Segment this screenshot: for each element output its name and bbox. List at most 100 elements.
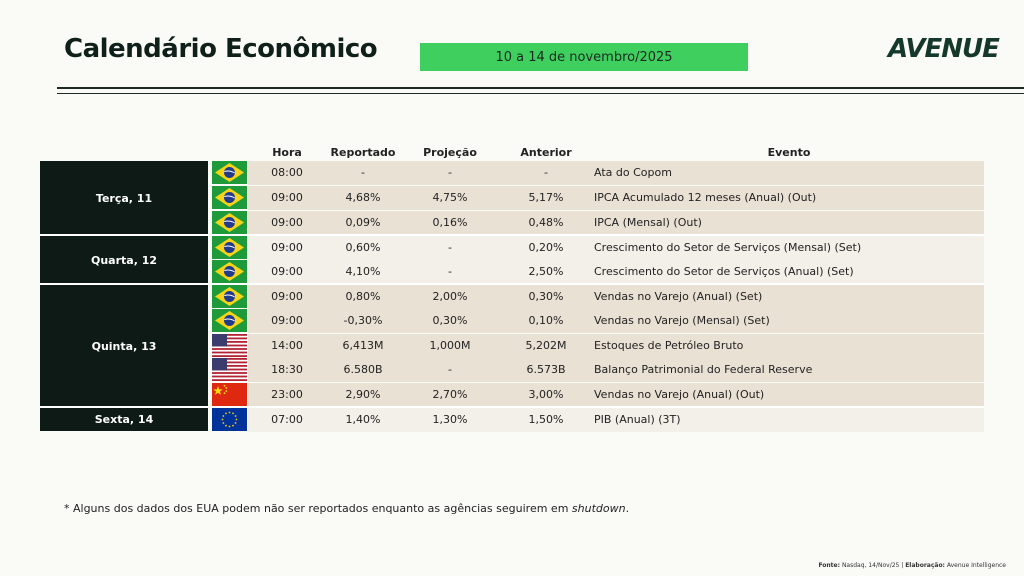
source-label: Fonte: bbox=[818, 562, 841, 569]
cell-evento: Estoques de Petróleo Bruto bbox=[594, 339, 744, 352]
group-separator bbox=[40, 234, 984, 236]
cell-anterior: 3,00% bbox=[528, 388, 564, 401]
date-range-badge: 10 a 14 de novembro/2025 bbox=[420, 43, 748, 71]
table-row: 07:00 1,40% 1,30% 1,50% PIB (Anual) (3T) bbox=[248, 408, 984, 432]
cell-reportado: 0,60% bbox=[345, 241, 381, 254]
cell-reportado: 0,09% bbox=[345, 216, 381, 229]
table-row: 09:00 4,10% - 2,50% Crescimento do Setor… bbox=[248, 260, 984, 284]
cell-projecao: 4,75% bbox=[432, 191, 468, 204]
day-label-terca: Terça, 11 bbox=[40, 161, 208, 235]
cell-projecao: - bbox=[448, 363, 452, 376]
eu-flag-icon bbox=[212, 408, 247, 431]
cell-hora: 08:00 bbox=[271, 166, 303, 179]
cell-hora: 09:00 bbox=[271, 191, 303, 204]
cell-anterior: - bbox=[544, 166, 548, 179]
cell-evento: Crescimento do Setor de Serviços (Anual)… bbox=[594, 265, 854, 278]
header-divider bbox=[57, 87, 1024, 89]
cell-projecao: 1,000M bbox=[429, 339, 471, 352]
table-row: 08:00 - - - Ata do Copom bbox=[248, 161, 984, 185]
cell-evento: PIB (Anual) (3T) bbox=[594, 413, 681, 426]
day-label-quinta: Quinta, 13 bbox=[40, 285, 208, 407]
elaboration-label: Elaboração: bbox=[905, 562, 945, 569]
cell-reportado: 6.580B bbox=[343, 363, 383, 376]
cell-evento: Balanço Patrimonial do Federal Reserve bbox=[594, 363, 813, 376]
brazil-flag-icon bbox=[212, 161, 247, 184]
table-row: 18:30 6.580B - 6.573B Balanço Patrimonia… bbox=[248, 358, 984, 382]
footnote: * Alguns dos dados dos EUA podem não ser… bbox=[64, 502, 629, 515]
cell-reportado: 4,10% bbox=[345, 265, 381, 278]
footnote-text: * Alguns dos dados dos EUA podem não ser… bbox=[64, 502, 572, 515]
cell-hora: 23:00 bbox=[271, 388, 303, 401]
table-row: 09:00 0,60% - 0,20% Crescimento do Setor… bbox=[248, 236, 984, 260]
cell-evento: IPCA Acumulado 12 meses (Anual) (Out) bbox=[594, 191, 817, 204]
group-separator bbox=[40, 406, 984, 408]
cell-reportado: -0,30% bbox=[343, 314, 383, 327]
cell-hora: 18:30 bbox=[271, 363, 303, 376]
cell-reportado: 2,90% bbox=[345, 388, 381, 401]
cell-projecao: 0,30% bbox=[432, 314, 468, 327]
column-header-reportado: Reportado bbox=[330, 146, 396, 159]
elaboration-text: Avenue Intelligence bbox=[944, 562, 1006, 569]
cell-anterior: 6.573B bbox=[526, 363, 566, 376]
cell-evento: Vendas no Varejo (Mensal) (Set) bbox=[594, 314, 770, 327]
table-row: 23:00 2,90% 2,70% 3,00% Vendas no Varejo… bbox=[248, 383, 984, 407]
table-row: 14:00 6,413M 1,000M 5,202M Estoques de P… bbox=[248, 334, 984, 358]
china-flag-icon bbox=[212, 383, 247, 406]
brazil-flag-icon bbox=[212, 309, 247, 332]
source-credit: Fonte: Nasdaq, 14/Nov/25 | Elaboração: A… bbox=[818, 562, 1006, 569]
column-header-hora: Hora bbox=[272, 146, 302, 159]
usa-flag-icon bbox=[212, 358, 247, 381]
cell-hora: 07:00 bbox=[271, 413, 303, 426]
header-divider-thin bbox=[57, 93, 1024, 94]
brazil-flag-icon bbox=[212, 186, 247, 209]
cell-evento: IPCA (Mensal) (Out) bbox=[594, 216, 702, 229]
cell-anterior: 0,30% bbox=[528, 290, 564, 303]
cell-anterior: 0,10% bbox=[528, 314, 564, 327]
cell-evento: Crescimento do Setor de Serviços (Mensal… bbox=[594, 241, 862, 254]
day-label-quarta: Quarta, 12 bbox=[40, 236, 208, 284]
cell-anterior: 5,17% bbox=[528, 191, 564, 204]
column-header-anterior: Anterior bbox=[520, 146, 572, 159]
cell-hora: 09:00 bbox=[271, 265, 303, 278]
cell-reportado: 6,413M bbox=[342, 339, 384, 352]
cell-evento: Ata do Copom bbox=[594, 166, 672, 179]
cell-hora: 09:00 bbox=[271, 216, 303, 229]
cell-hora: 09:00 bbox=[271, 314, 303, 327]
footnote-emphasis: shutdown bbox=[571, 502, 626, 515]
avenue-logo: AVENUE bbox=[888, 34, 1000, 64]
brazil-flag-icon bbox=[212, 260, 247, 283]
cell-projecao: - bbox=[448, 166, 452, 179]
cell-projecao: 2,70% bbox=[432, 388, 468, 401]
cell-evento: Vendas no Varejo (Anual) (Out) bbox=[594, 388, 765, 401]
cell-reportado: 1,40% bbox=[345, 413, 381, 426]
cell-evento: Vendas no Varejo (Anual) (Set) bbox=[594, 290, 763, 303]
day-label-sexta: Sexta, 14 bbox=[40, 408, 208, 431]
cell-projecao: 2,00% bbox=[432, 290, 468, 303]
table-row: 09:00 4,68% 4,75% 5,17% IPCA Acumulado 1… bbox=[248, 186, 984, 210]
page-title: Calendário Econômico bbox=[64, 34, 378, 64]
column-header-evento: Evento bbox=[767, 146, 811, 159]
cell-anterior: 0,48% bbox=[528, 216, 564, 229]
usa-flag-icon bbox=[212, 334, 247, 357]
cell-anterior: 5,202M bbox=[525, 339, 567, 352]
brazil-flag-icon bbox=[212, 211, 247, 234]
cell-projecao: - bbox=[448, 265, 452, 278]
column-header-projecao: Projeção bbox=[423, 146, 477, 159]
cell-projecao: - bbox=[448, 241, 452, 254]
cell-projecao: 0,16% bbox=[432, 216, 468, 229]
cell-reportado: 4,68% bbox=[345, 191, 381, 204]
footnote-end: . bbox=[625, 502, 630, 515]
cell-hora: 09:00 bbox=[271, 241, 303, 254]
cell-hora: 09:00 bbox=[271, 290, 303, 303]
cell-projecao: 1,30% bbox=[432, 413, 468, 426]
table-row: 09:00 0,80% 2,00% 0,30% Vendas no Varejo… bbox=[248, 285, 984, 309]
brazil-flag-icon bbox=[212, 236, 247, 259]
brazil-flag-icon bbox=[212, 285, 247, 308]
cell-anterior: 2,50% bbox=[528, 265, 564, 278]
table-row: 09:00 0,09% 0,16% 0,48% IPCA (Mensal) (O… bbox=[248, 211, 984, 235]
cell-anterior: 1,50% bbox=[528, 413, 564, 426]
table-row: 09:00 -0,30% 0,30% 0,10% Vendas no Varej… bbox=[248, 309, 984, 333]
cell-reportado: - bbox=[361, 166, 365, 179]
cell-anterior: 0,20% bbox=[528, 241, 564, 254]
cell-reportado: 0,80% bbox=[345, 290, 381, 303]
